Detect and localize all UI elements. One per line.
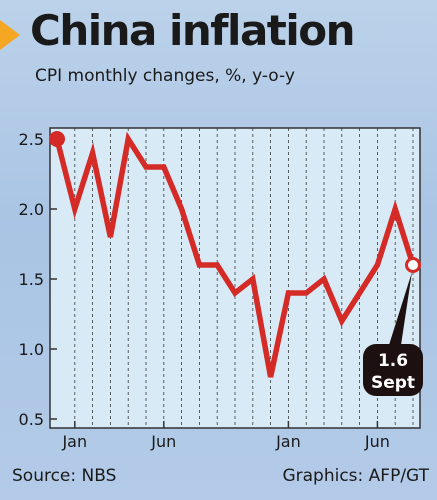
source-note: Source: NBS [12, 466, 117, 486]
x-tick-label: Jan [61, 432, 87, 451]
callout-pointer [389, 272, 412, 345]
chart-grid [49, 127, 421, 429]
series-cpi [49, 131, 421, 378]
x-tick-label: Jun [150, 432, 176, 451]
chart-title: China inflation [30, 6, 356, 55]
y-tick-label: 1.0 [19, 340, 44, 359]
start-marker [49, 131, 65, 147]
y-tick-label: 2.5 [19, 130, 44, 149]
x-tick-label: Jun [364, 432, 390, 451]
y-tick-label: 0.5 [19, 410, 44, 429]
callout-box [363, 344, 423, 396]
callout-month: Sept [371, 373, 415, 393]
series-line-cpi [54, 131, 416, 378]
y-tick-label: 1.5 [19, 270, 44, 289]
chart-axes: 0.5 1.0 1.5 2.0 2.5 Jan Jun Jan Jun [19, 130, 390, 451]
graphics-credit: Graphics: AFP/GT [282, 466, 429, 486]
y-tick-label: 2.0 [19, 200, 44, 219]
chart-subtitle: CPI monthly changes, %, y-o-y [35, 66, 295, 86]
end-marker [405, 257, 421, 273]
x-tick-label: Jan [275, 432, 301, 451]
title-arrow-icon [0, 20, 20, 50]
callout-value: 1.6 [378, 351, 408, 371]
